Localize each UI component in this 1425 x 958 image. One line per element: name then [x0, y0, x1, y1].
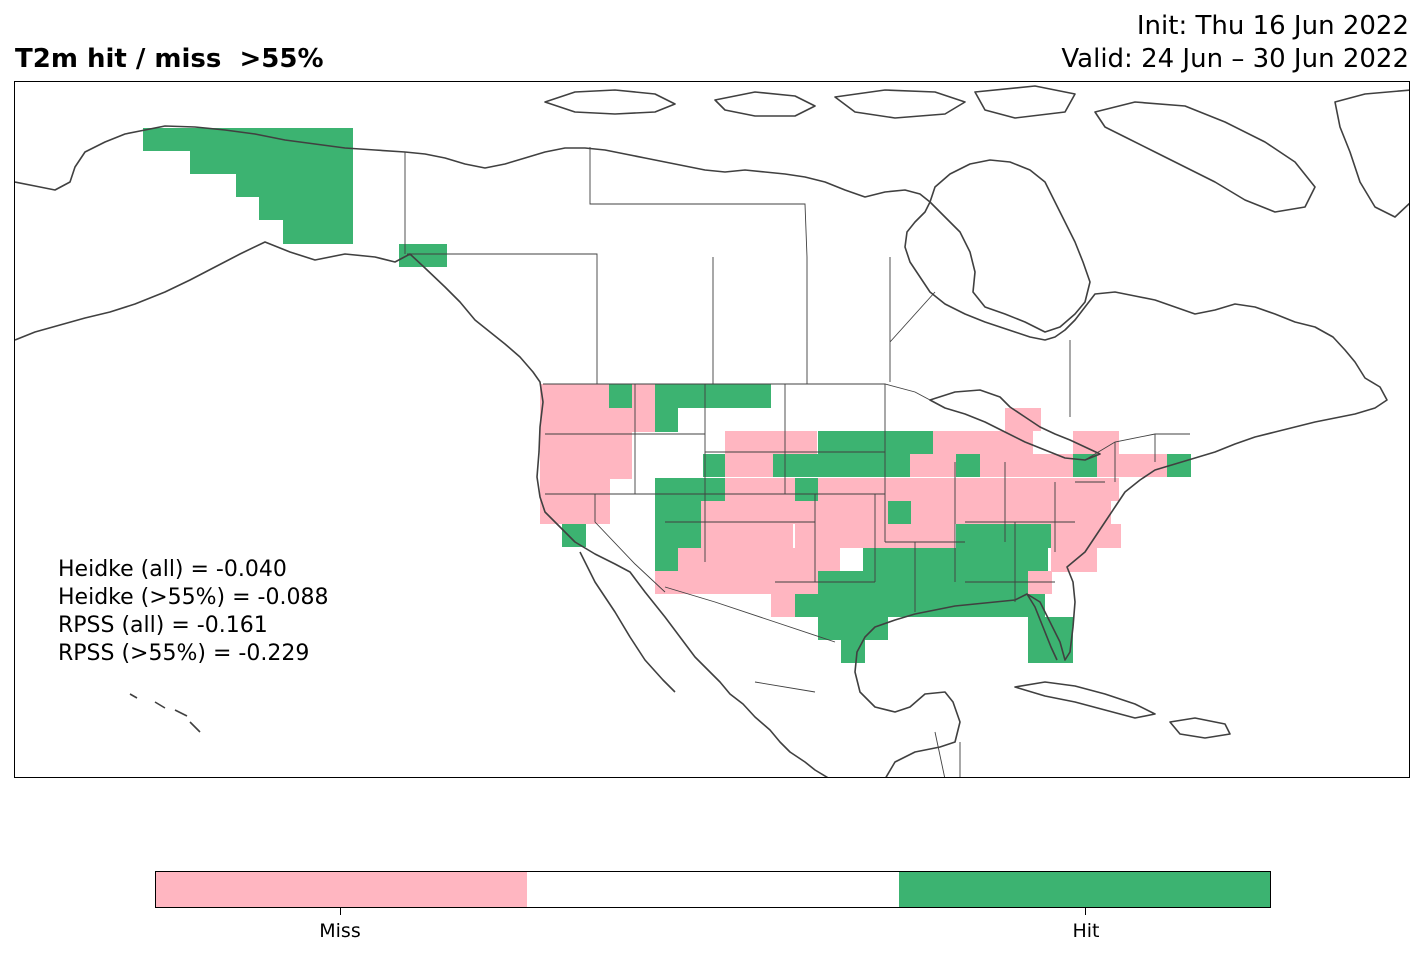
arctic-island-4 — [974, 85, 1076, 119]
florida-coastline — [1026, 593, 1058, 661]
rpss-all: RPSS (all) = -0.161 — [58, 613, 268, 638]
us-canada-border — [543, 383, 1190, 461]
miss-cell — [933, 454, 956, 477]
colorbar-tick-hit — [1085, 908, 1086, 915]
borders — [404, 147, 1190, 777]
hit-cell — [863, 548, 1048, 572]
state-lines — [545, 384, 1156, 612]
miss-cell — [540, 455, 632, 479]
hit-cell — [818, 431, 933, 454]
hit-cell — [655, 408, 678, 432]
hit-cell — [773, 454, 933, 477]
heidke-all: Heidke (all) = -0.040 — [58, 557, 287, 582]
miss-cell — [585, 501, 609, 524]
miss-cell — [655, 571, 678, 594]
miss-cell — [725, 454, 773, 477]
colorbar-label-hit: Hit — [1072, 920, 1100, 942]
hit-cell — [795, 594, 1045, 617]
baja-california — [579, 551, 676, 693]
miss-cell — [1097, 454, 1167, 477]
rpss-55: RPSS (>55%) = -0.229 — [58, 641, 310, 666]
province-lines — [404, 147, 1071, 417]
hit-cell — [143, 128, 353, 151]
arctic-island-1 — [544, 89, 676, 115]
hit-cell — [283, 220, 353, 244]
hit-cell — [655, 478, 725, 501]
great-lakes — [929, 389, 1101, 461]
hit-cell — [1028, 640, 1073, 663]
hit-cell — [956, 454, 980, 477]
miss-cell — [911, 501, 1111, 524]
hit-cell — [655, 384, 771, 408]
hit-cell — [703, 454, 726, 477]
hawaii-islands — [129, 693, 201, 733]
miss-cell — [1073, 431, 1119, 454]
miss-cell — [632, 384, 656, 408]
hit-cell — [190, 151, 353, 174]
hit-cell — [956, 524, 1051, 548]
miss-cell — [725, 431, 817, 454]
colorbar-label-miss: Miss — [319, 920, 361, 942]
miss-cell — [1028, 454, 1074, 477]
hit-cell — [609, 384, 632, 408]
miss-cell — [1051, 524, 1121, 548]
arctic-island-2 — [714, 91, 816, 117]
colorbar-miss-segment — [156, 872, 528, 907]
hudson-bay-coastline — [929, 159, 1091, 333]
hit-cell — [562, 524, 586, 547]
hit-cell — [841, 640, 865, 663]
map-svg — [15, 85, 1409, 777]
hit-cell — [1167, 454, 1191, 477]
coastlines — [15, 85, 1409, 777]
hit-cell — [655, 501, 701, 524]
colorbar-hit-segment — [898, 872, 1270, 907]
miss-cell — [1028, 571, 1052, 594]
mexico-lines — [664, 586, 961, 777]
colorbar-tick-miss — [340, 908, 341, 915]
miss-cell — [725, 478, 795, 501]
arctic-island-3 — [834, 89, 966, 119]
greenland-edge — [1334, 89, 1409, 218]
colorbar — [155, 871, 1271, 908]
hit-cell — [818, 571, 1043, 594]
hit-cell — [399, 244, 447, 267]
hit-cell — [655, 524, 701, 548]
miss-cell — [1073, 478, 1119, 501]
miss-cell — [540, 431, 632, 455]
miss-cell — [910, 454, 933, 477]
hit-cell — [259, 197, 353, 220]
hispaniola — [1169, 717, 1231, 739]
miss-cell — [980, 454, 1028, 477]
hit-cell — [236, 174, 353, 197]
hit-miss-grid — [143, 128, 1191, 663]
north-america-coastline — [15, 147, 1388, 777]
miss-cell — [540, 408, 655, 432]
init-date: Init: Thu 16 Jun 2022 — [1136, 11, 1409, 41]
miss-cell — [540, 478, 610, 501]
skill-scores: Heidke (all) = -0.040 Heidke (>55%) = -0… — [58, 556, 328, 668]
hit-cell — [655, 548, 678, 572]
map-title: T2m hit / miss >55% — [15, 44, 324, 74]
valid-range: Valid: 24 Jun – 30 Jun 2022 — [1061, 44, 1409, 74]
cuba — [1014, 681, 1156, 719]
miss-cell — [933, 431, 1033, 454]
miss-cell — [540, 384, 610, 408]
miss-cell — [1051, 548, 1097, 572]
hit-cell — [795, 478, 819, 501]
alaska-coastline — [15, 125, 406, 191]
baffin-island — [1094, 101, 1316, 213]
miss-cell — [818, 478, 1093, 501]
hit-cell — [888, 501, 911, 524]
map-panel — [14, 81, 1410, 778]
hit-cell — [818, 617, 888, 640]
miss-cell — [678, 571, 818, 594]
heidke-55: Heidke (>55%) = -0.088 — [58, 585, 329, 610]
colorbar-neutral-segment — [527, 872, 899, 907]
date-info: Init: Thu 16 Jun 2022 Valid: 24 Jun – 30… — [1061, 10, 1409, 76]
miss-cell — [701, 501, 888, 524]
miss-cell — [1005, 408, 1041, 431]
miss-cell — [701, 524, 793, 548]
miss-cell — [678, 548, 840, 572]
hit-cell — [1028, 617, 1073, 640]
